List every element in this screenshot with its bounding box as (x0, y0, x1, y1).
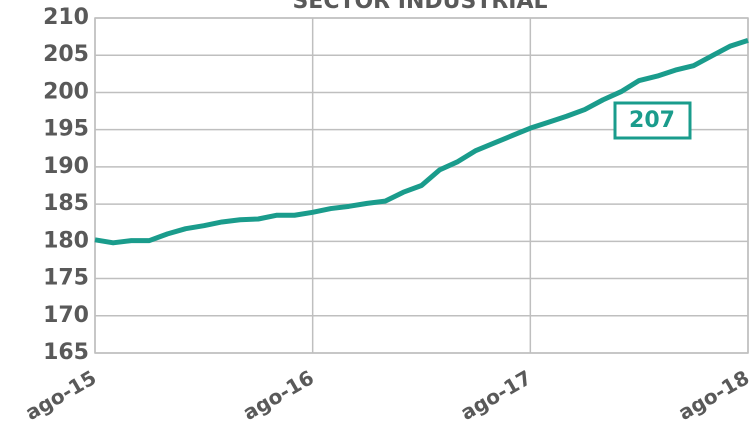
y-tick-label: 205 (43, 42, 89, 67)
x-tick-label: ago-15 (21, 365, 100, 425)
y-tick-label: 185 (43, 191, 89, 216)
line (94, 37, 749, 246)
x-tick-label: ago-18 (674, 365, 753, 425)
y-tick-label: 210 (43, 5, 89, 30)
x-tick-label: ago-16 (239, 365, 318, 425)
y-tick-label: 180 (43, 228, 89, 253)
data-label-box (613, 101, 692, 140)
y-tick-label: 165 (43, 340, 89, 365)
y-tick-label: 190 (43, 154, 89, 179)
y-tick-label: 175 (43, 266, 89, 291)
y-tick-label: 200 (43, 79, 89, 104)
data-label: 207 (629, 108, 675, 133)
y-tick-label: 195 (43, 117, 89, 142)
x-tick-label: ago-17 (456, 365, 535, 425)
chart-title: SECTOR INDUSTRIAL (292, 0, 547, 14)
y-tick-label: 170 (43, 303, 89, 328)
